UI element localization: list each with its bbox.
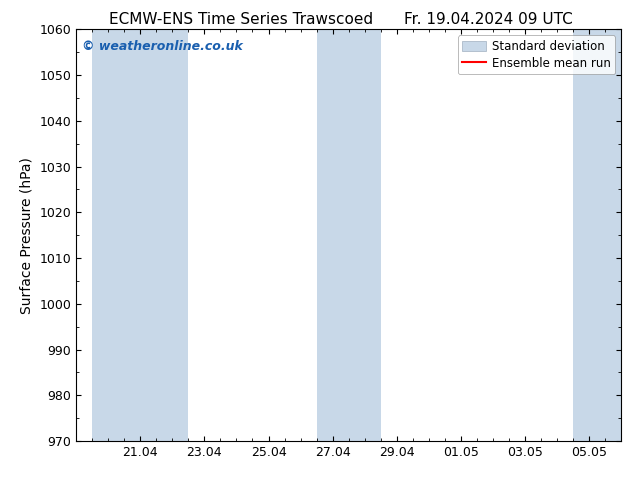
Text: Fr. 19.04.2024 09 UTC: Fr. 19.04.2024 09 UTC bbox=[404, 12, 573, 27]
Bar bbox=[573, 29, 621, 441]
Y-axis label: Surface Pressure (hPa): Surface Pressure (hPa) bbox=[20, 157, 34, 314]
Legend: Standard deviation, Ensemble mean run: Standard deviation, Ensemble mean run bbox=[458, 35, 616, 74]
Bar bbox=[316, 29, 381, 441]
Text: © weatheronline.co.uk: © weatheronline.co.uk bbox=[82, 40, 242, 53]
Bar bbox=[92, 29, 188, 441]
Text: ECMW-ENS Time Series Trawscoed: ECMW-ENS Time Series Trawscoed bbox=[109, 12, 373, 27]
